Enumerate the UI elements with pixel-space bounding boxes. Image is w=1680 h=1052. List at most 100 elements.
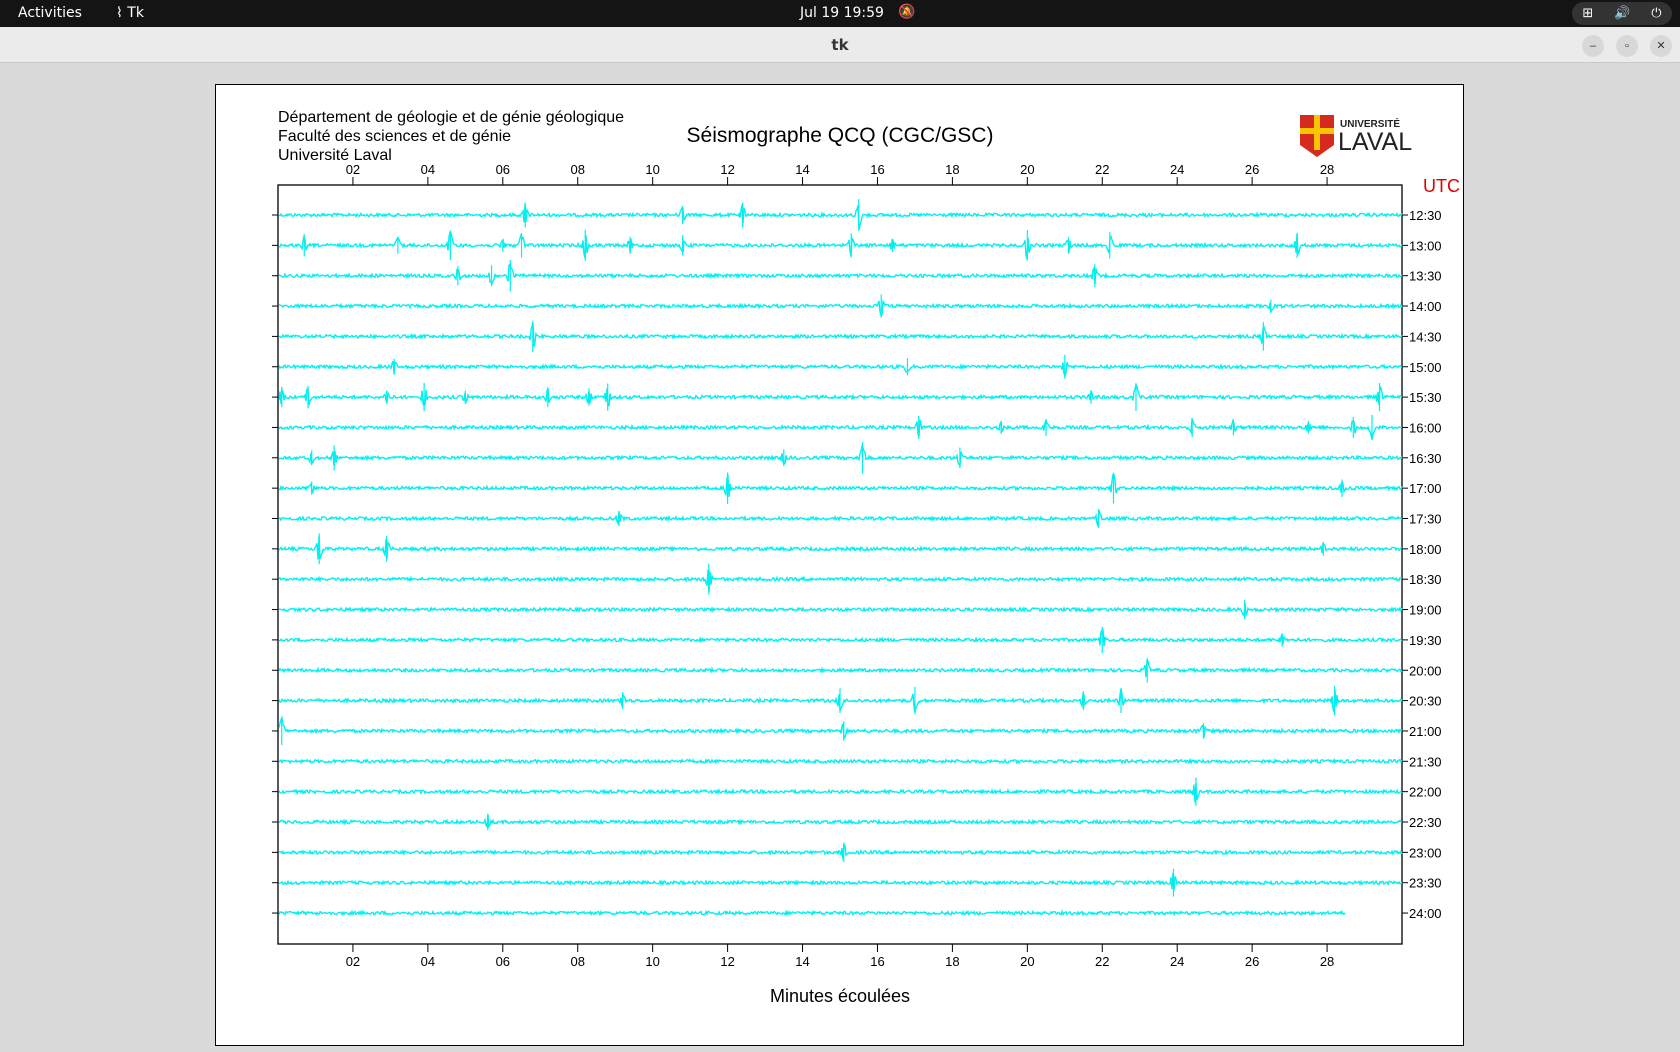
row-time-label: 22:00	[1409, 785, 1442, 800]
x-tick-label-top: 08	[570, 162, 584, 177]
notifications-muted-icon[interactable]: 🔕	[898, 4, 916, 20]
x-tick-label-top: 06	[496, 162, 510, 177]
x-tick-label-top: 04	[421, 162, 435, 177]
seismic-trace-1630	[278, 444, 1403, 468]
row-time-label: 21:30	[1409, 754, 1442, 769]
row-time-label: 20:00	[1409, 663, 1442, 678]
row-time-label: 18:00	[1409, 542, 1442, 557]
seismic-trace-1430	[278, 322, 1403, 347]
seismic-trace-1800	[278, 535, 1403, 560]
x-tick-label-bottom: 14	[795, 954, 809, 969]
universite-laval-logo: UNIVERSITÉ LAVAL	[1300, 115, 1412, 157]
seismic-trace-2230	[278, 814, 1403, 829]
row-time-label: 16:00	[1409, 420, 1442, 435]
seismic-trace-2130	[278, 757, 1403, 766]
row-time-label: 13:30	[1409, 269, 1442, 284]
x-tick-label-top: 20	[1020, 162, 1034, 177]
university-label: Université Laval	[278, 147, 392, 164]
x-tick-label-top: 14	[795, 162, 809, 177]
x-tick-label-bottom: 10	[645, 954, 659, 969]
row-time-label: 12:30	[1409, 208, 1442, 223]
seismic-trace-1500	[278, 360, 1403, 379]
seismic-trace-1400	[278, 299, 1403, 317]
x-tick-label-bottom: 16	[870, 954, 884, 969]
x-tick-label-bottom: 06	[496, 954, 510, 969]
row-time-label: 22:30	[1409, 815, 1442, 830]
restore-button[interactable]: ▫	[1616, 35, 1638, 57]
seismic-trace-1600	[278, 417, 1403, 440]
window-title: tk	[831, 36, 849, 54]
row-time-label: 15:30	[1409, 390, 1442, 405]
seismic-trace-1330	[278, 262, 1403, 286]
faculty-label: Faculté des sciences et de génie	[278, 128, 511, 145]
row-time-label: 14:00	[1409, 299, 1442, 314]
row-time-label: 23:30	[1409, 876, 1442, 891]
seismic-trace-1230	[279, 204, 1403, 230]
activities-button[interactable]: Activities	[18, 5, 82, 21]
seismic-trace-1730	[278, 510, 1403, 527]
row-time-label: 19:00	[1409, 603, 1442, 618]
volume-icon: 🔊	[1614, 6, 1631, 21]
seismic-trace-2200	[278, 782, 1403, 803]
x-tick-label-top: 18	[945, 162, 959, 177]
row-time-label: 14:30	[1409, 329, 1442, 344]
x-tick-label-top: 16	[870, 162, 884, 177]
x-tick-label-top: 02	[346, 162, 360, 177]
row-time-label: 13:00	[1409, 238, 1442, 253]
x-tick-label-top: 24	[1170, 162, 1184, 177]
seismic-trace-1700	[278, 473, 1403, 497]
x-tick-label-bottom: 08	[570, 954, 584, 969]
system-tray[interactable]: ⊞ 🔊 ⏻	[1572, 2, 1672, 25]
x-tick-label-top: 28	[1320, 162, 1334, 177]
seismic-trace-1830	[278, 569, 1403, 593]
x-tick-label-top: 22	[1095, 162, 1109, 177]
minimize-button[interactable]: –	[1582, 35, 1604, 57]
x-tick-label-top: 12	[720, 162, 734, 177]
x-tick-label-bottom: 04	[421, 954, 435, 969]
x-tick-label-bottom: 22	[1095, 954, 1109, 969]
svg-text:LAVAL: LAVAL	[1338, 128, 1412, 156]
network-icon: ⊞	[1582, 6, 1594, 21]
row-time-label: 24:00	[1409, 906, 1442, 921]
row-time-label: 21:00	[1409, 724, 1442, 739]
close-button[interactable]: ✕	[1650, 35, 1672, 57]
row-time-label: 15:00	[1409, 360, 1442, 375]
x-tick-label-bottom: 12	[720, 954, 734, 969]
x-tick-label-bottom: 26	[1245, 954, 1259, 969]
system-top-bar: Activities ⌇ Tk Jul 19 19:59 🔕 ⊞ 🔊 ⏻	[0, 0, 1680, 27]
row-time-label: 23:00	[1409, 845, 1442, 860]
x-tick-label-bottom: 18	[945, 954, 959, 969]
seismograph-canvas: Département de géologie et de génie géol…	[215, 84, 1464, 1046]
seismic-trace-1900	[278, 602, 1403, 618]
row-time-label: 17:30	[1409, 512, 1442, 527]
plot-frame	[277, 184, 1403, 945]
x-tick-label-bottom: 20	[1020, 954, 1034, 969]
seismic-trace-2000	[278, 660, 1403, 678]
seismic-trace-1530	[278, 382, 1403, 407]
seismic-trace-1300	[278, 231, 1403, 260]
seismic-trace-2100	[278, 715, 1403, 741]
seismic-trace-2300	[278, 842, 1403, 860]
window-titlebar: tk – ▫ ✕	[0, 27, 1680, 63]
row-time-label: 18:30	[1409, 572, 1442, 587]
x-tick-label-bottom: 02	[346, 954, 360, 969]
seismic-trace-2400	[278, 909, 1346, 917]
svg-text:UNIVERSITÉ: UNIVERSITÉ	[1340, 117, 1400, 130]
x-tick-label-top: 10	[645, 162, 659, 177]
app-menu[interactable]: ⌇ Tk	[116, 5, 144, 21]
utc-label: UTC	[1423, 176, 1460, 196]
row-time-label: 17:00	[1409, 481, 1442, 496]
clock[interactable]: Jul 19 19:59	[800, 5, 884, 21]
x-tick-label-top: 26	[1245, 162, 1259, 177]
x-tick-label-bottom: 24	[1170, 954, 1184, 969]
seismic-trace-2330	[278, 872, 1403, 891]
department-label: Département de géologie et de génie géol…	[278, 109, 624, 126]
chart-title: Séismographe QCQ (CGC/GSC)	[687, 124, 994, 147]
seismic-trace-1930	[279, 628, 1403, 647]
x-tick-label-bottom: 28	[1320, 954, 1334, 969]
seismograph-chart: Département de géologie et de génie géol…	[272, 109, 1460, 1006]
x-axis-label: Minutes écoulées	[770, 986, 910, 1006]
row-time-label: 16:30	[1409, 451, 1442, 466]
power-icon: ⏻	[1651, 6, 1662, 21]
row-time-label: 20:30	[1409, 694, 1442, 709]
